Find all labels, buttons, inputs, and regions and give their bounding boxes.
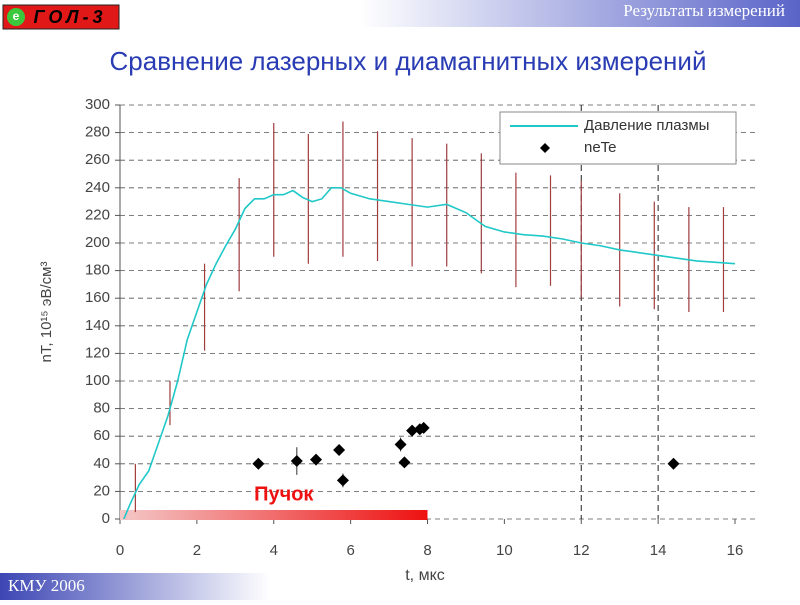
y-tick-label: 140 [85,317,110,334]
x-tick-label: 8 [423,542,431,559]
y-tick-label: 200 [85,234,110,251]
legend-label: neTe [584,139,617,156]
y-tick-label: 300 [85,96,110,113]
data-point [310,453,323,466]
y-tick-label: 0 [102,510,110,527]
legend-box [499,111,737,165]
x-tick-label: 2 [193,542,201,559]
chart-title: Сравнение лазерных и диамагнитных измере… [110,46,707,76]
data-point [398,456,411,469]
section-title: Результаты измерений [623,1,785,20]
x-tick-label: 10 [496,542,513,559]
x-tick-label: 4 [270,542,278,559]
data-point [252,457,265,470]
data-point [336,474,349,487]
x-tick-label: 0 [116,542,124,559]
y-tick-label: 100 [85,372,110,389]
data-point [290,455,303,468]
logo-circle [7,8,25,26]
y-tick-label: 40 [93,455,110,472]
y-tick-label: 20 [93,482,110,499]
y-tick-label: 180 [85,262,110,279]
data-point [667,457,680,470]
data-point [333,444,346,456]
y-tick-label: 280 [85,124,110,141]
y-tick-label: 160 [85,289,110,306]
legend-label: Давление плазмы [584,117,709,134]
data-point [394,438,407,451]
x-axis-label: t, мкс [405,567,445,584]
x-tick-label: 14 [650,542,667,559]
x-tick-label: 16 [727,542,744,559]
header-band [0,0,800,27]
data-line [123,187,736,520]
y-axis-label: nT, 10¹⁵ эВ/см³ [38,262,55,363]
logo: e ГОЛ-3 [2,4,120,30]
logo-mark: e [13,9,20,23]
footer-band [0,573,270,600]
data-point [417,421,430,434]
y-tick-label: 240 [85,179,110,196]
x-tick-label: 12 [573,542,590,559]
beam-label: Пучок [254,483,314,505]
beam-bar [120,510,428,520]
y-tick-label: 60 [93,427,110,444]
logo-text: ГОЛ-3 [34,7,107,27]
y-tick-label: 260 [85,151,110,168]
plot: 0204060801001201401601802002202402602803… [85,96,755,559]
legend-marker [540,143,550,153]
y-tick-label: 80 [93,400,110,417]
data-point [406,424,419,437]
footer-text: КМУ 2006 [8,576,85,595]
y-tick-label: 120 [85,344,110,361]
y-tick-label: 220 [85,206,110,223]
x-tick-label: 6 [346,542,354,559]
